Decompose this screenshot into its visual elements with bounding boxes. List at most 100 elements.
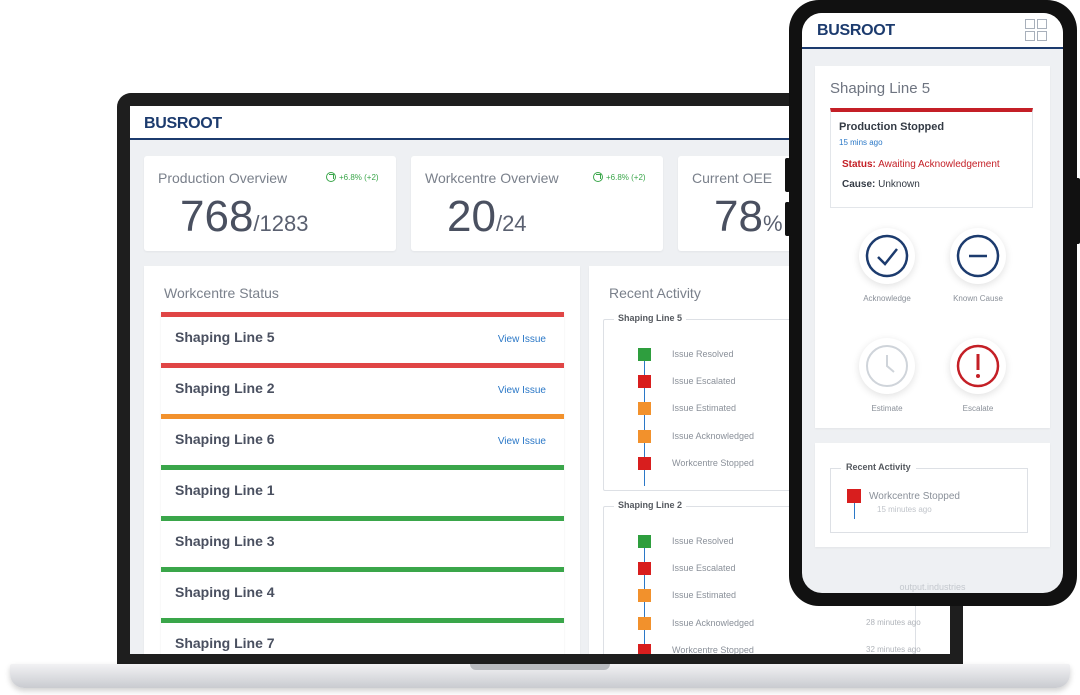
workcentre-row[interactable]: Shaping Line 4 [161, 567, 564, 619]
activity-item: Issue Resolved [638, 535, 838, 549]
activity-time: 28 minutes ago [866, 617, 921, 627]
phone-volume-up-button [785, 158, 790, 192]
brand-logo[interactable]: BUSROOT [144, 115, 222, 132]
activity-text: Workcentre Stopped [672, 644, 754, 654]
activity-text: Issue Escalated [672, 563, 736, 574]
kpi-delta: +6.8% (+2) [326, 172, 379, 182]
workcentre-status-panel: Workcentre Status Shaping Line 5 View Iss… [144, 266, 580, 654]
view-issue-link[interactable]: View Issue [497, 436, 546, 447]
status-marker [638, 429, 651, 443]
workcentre-name: Shaping Line 6 [175, 431, 275, 447]
phone-header: BUSROOT [802, 13, 1063, 49]
phone-power-button [1074, 178, 1080, 244]
timeline-line [854, 493, 855, 519]
activity-time: 15 minutes ago [877, 505, 932, 514]
panel-title: Recent Activity [609, 285, 701, 301]
workcentre-name: Shaping Line 5 [175, 329, 275, 345]
status-marker [847, 489, 861, 503]
activity-text: Workcentre Stopped [672, 457, 754, 468]
activity-item: Issue Estimated [638, 589, 838, 603]
group-title: Shaping Line 5 [614, 313, 687, 323]
estimate-button[interactable]: Estimate [847, 338, 927, 418]
workcentre-name: Shaping Line 4 [175, 584, 275, 600]
alert-cause: Cause: Unknown [842, 179, 920, 190]
status-marker [638, 348, 651, 361]
activity-text: Issue Resolved [672, 536, 734, 546]
status-marker [638, 589, 651, 603]
recent-activity-group: Recent Activity Workcentre Stopped 15 mi… [830, 462, 1028, 533]
phone-volume-down-button [785, 202, 790, 236]
status-marker [638, 562, 651, 576]
phone-screen: BUSROOT Shaping Line 5 Production Stoppe… [802, 13, 1063, 593]
laptop-notch [470, 664, 610, 670]
timeline-line [644, 350, 645, 486]
alert-title: Production Stopped [839, 121, 945, 133]
kpi-value: 768/1283 [180, 192, 309, 241]
activity-text: Issue Resolved [672, 349, 734, 359]
activity-item: Issue Acknowledged [638, 429, 838, 444]
activity-item: Issue Resolved [638, 348, 838, 362]
activity-time: 32 minutes ago [866, 644, 921, 654]
view-issue-link[interactable]: View Issue [497, 385, 546, 396]
view-issue-link[interactable]: View Issue [497, 334, 546, 345]
activity-item: Workcentre Stopped 32 minutes ago [638, 643, 921, 654]
activity-item: Issue Acknowledged 28 minutes ago [638, 616, 921, 631]
production-stopped-alert: Production Stopped 15 mins ago Status: A… [830, 108, 1033, 208]
workcentre-row[interactable]: Shaping Line 2 View Issue [161, 363, 564, 415]
workcentre-detail-card: Shaping Line 5 Production Stopped 15 min… [815, 66, 1050, 428]
workcentre-row[interactable]: Shaping Line 1 [161, 465, 564, 517]
status-marker [638, 643, 651, 654]
kpi-title: Current OEE [692, 170, 773, 186]
grid-menu-icon[interactable] [1025, 19, 1048, 42]
status-marker [638, 616, 651, 630]
escalate-button[interactable]: Escalate [938, 338, 1018, 418]
activity-text: Issue Acknowledged [672, 617, 755, 628]
kpi-title: Production Overview [158, 170, 288, 186]
minus-icon [956, 234, 1000, 278]
kpi-production-overview: Production Overview +6.8% (+2) 768/1283 [144, 156, 396, 251]
known-cause-button[interactable]: Known Cause [938, 228, 1018, 308]
workcentre-row[interactable]: Shaping Line 7 [161, 618, 564, 654]
card-title: Shaping Line 5 [830, 80, 931, 97]
kpi-value: 78% [714, 192, 783, 241]
panel-title: Workcentre Status [164, 285, 279, 301]
acknowledge-button[interactable]: Acknowledge [847, 228, 927, 308]
clock-icon [866, 345, 908, 387]
activity-item: Issue Estimated [638, 402, 838, 416]
footer-text: output.industries [899, 582, 966, 592]
kpi-value: 20/24 [447, 192, 527, 241]
activity-item: Issue Escalated [638, 562, 838, 576]
activity-item: Issue Escalated [638, 375, 838, 389]
status-marker [638, 375, 651, 389]
workcentre-name: Shaping Line 1 [175, 482, 275, 498]
trend-up-icon [326, 172, 336, 182]
kpi-delta: +6.8% (+2) [593, 172, 646, 182]
alert-time: 15 mins ago [839, 138, 883, 147]
kpi-workcentre-overview: Workcentre Overview +6.8% (+2) 20/24 [411, 156, 663, 251]
workcentre-name: Shaping Line 2 [175, 380, 275, 396]
workcentre-name: Shaping Line 3 [175, 533, 275, 549]
workcentre-row[interactable]: Shaping Line 3 [161, 516, 564, 568]
kpi-title: Workcentre Overview [425, 170, 559, 186]
trend-up-icon [593, 172, 603, 182]
group-title: Shaping Line 2 [614, 500, 687, 510]
alert-icon [956, 344, 1000, 388]
activity-text: Issue Estimated [672, 590, 737, 601]
workcentre-row[interactable]: Shaping Line 5 View Issue [161, 312, 564, 364]
activity-text: Workcentre Stopped [869, 491, 960, 502]
workcentre-row[interactable]: Shaping Line 6 View Issue [161, 414, 564, 466]
phone-recent-activity-card: Recent Activity Workcentre Stopped 15 mi… [815, 443, 1050, 547]
group-title: Recent Activity [841, 462, 916, 472]
alert-status: Status: Awaiting Acknowledgement [842, 159, 1000, 170]
activity-text: Issue Estimated [672, 403, 737, 414]
brand-logo[interactable]: BUSROOT [817, 22, 895, 39]
activity-item: Workcentre Stopped [638, 456, 838, 471]
status-marker [638, 456, 651, 470]
activity-text: Issue Acknowledged [672, 430, 755, 441]
status-marker [638, 535, 651, 548]
workcentre-name: Shaping Line 7 [175, 635, 275, 651]
recent-activity-group: Shaping Line 5 Issue Resolved Issue Escala… [603, 313, 950, 491]
check-icon [865, 234, 909, 278]
activity-text: Issue Escalated [672, 376, 736, 387]
